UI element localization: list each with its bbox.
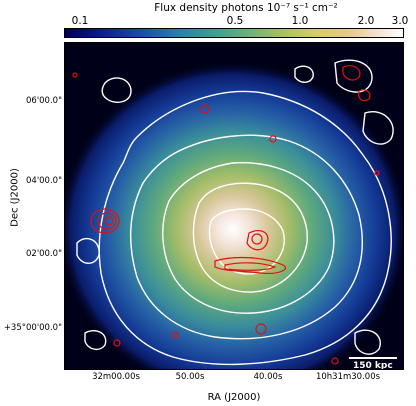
white-contours [76,59,394,366]
xray-image-panel: 150 kpc [64,42,404,370]
y-tick-label: +35°00'00.0" [3,323,62,333]
colorbar-gradient [65,29,403,37]
y-tick-label: 06'00.0" [26,96,62,106]
y-tick-label: 02'00.0" [26,249,62,259]
colorbar-tick-label: 1.0 [291,15,309,27]
colorbar-title: Flux density photons 10⁻⁷ s⁻¹ cm⁻² [154,2,338,14]
x-tick-label: 10h31m30.00s [315,372,381,382]
y-axis-label: Dec (J2000) [9,168,21,227]
x-tick-label: 40.00s [253,372,283,382]
scale-bar-label: 150 kpc [353,361,393,370]
x-axis-label: RA (J2000) [207,392,261,403]
x-tick-label: 32m00.00s [92,372,140,382]
colorbar-tick-label: 0.5 [226,15,244,27]
colorbar-tick-label: 2.0 [357,15,375,27]
xray-map [65,43,403,369]
y-tick-label: 04'00.0" [26,176,62,186]
colorbar-tick-label: 0.1 [71,15,89,27]
x-tick-label: 50.00s [175,372,205,382]
colorbar [64,28,404,38]
cluster-emission [65,61,403,369]
colorbar-tick-label: 3.0 [391,15,409,27]
red-contours [72,65,380,365]
scale-bar [349,357,397,359]
